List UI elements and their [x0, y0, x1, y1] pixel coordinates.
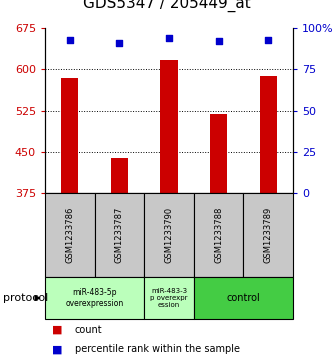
- Bar: [243, 193, 293, 277]
- Text: count: count: [75, 325, 103, 335]
- Bar: [194, 277, 293, 319]
- Text: control: control: [226, 293, 260, 303]
- Text: protocol: protocol: [3, 293, 49, 303]
- Text: ■: ■: [52, 325, 62, 335]
- Text: GDS5347 / 205449_at: GDS5347 / 205449_at: [83, 0, 250, 12]
- Point: [216, 38, 221, 44]
- Bar: [111, 158, 128, 193]
- Point: [266, 37, 271, 42]
- Bar: [45, 277, 144, 319]
- Bar: [194, 193, 243, 277]
- Bar: [144, 277, 194, 319]
- Bar: [61, 77, 79, 193]
- Text: miR-483-3
p overexpr
ession: miR-483-3 p overexpr ession: [150, 288, 188, 308]
- Point: [117, 40, 122, 46]
- Text: GSM1233786: GSM1233786: [65, 207, 74, 263]
- Bar: [259, 76, 277, 193]
- Bar: [144, 193, 194, 277]
- Point: [67, 37, 73, 42]
- Bar: [45, 193, 95, 277]
- Text: miR-483-5p
overexpression: miR-483-5p overexpression: [66, 288, 124, 308]
- Text: GSM1233787: GSM1233787: [115, 207, 124, 263]
- Text: percentile rank within the sample: percentile rank within the sample: [75, 344, 240, 355]
- Bar: [95, 193, 144, 277]
- Bar: [160, 60, 178, 193]
- Point: [166, 35, 172, 41]
- Bar: [210, 114, 227, 193]
- Text: GSM1233790: GSM1233790: [165, 207, 173, 263]
- Text: ■: ■: [52, 344, 62, 355]
- Text: GSM1233788: GSM1233788: [214, 207, 223, 263]
- Text: GSM1233789: GSM1233789: [264, 207, 273, 263]
